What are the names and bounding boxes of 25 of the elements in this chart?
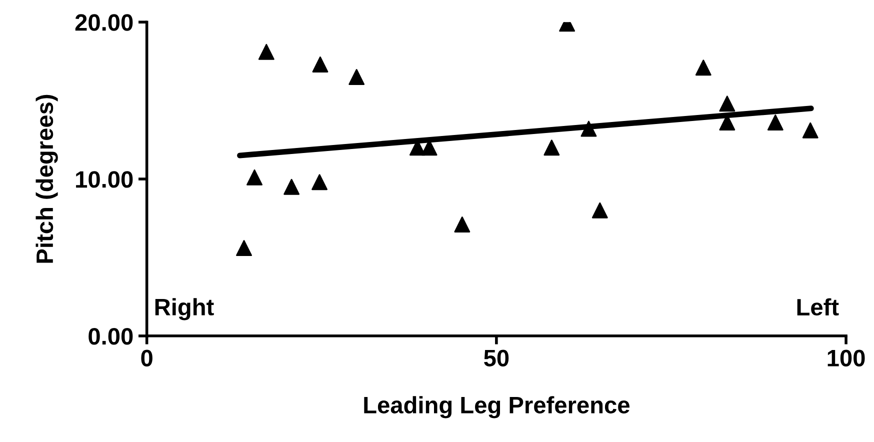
point — [258, 44, 274, 60]
annotation: Right — [155, 298, 214, 320]
y-tick-label: 0.00 — [88, 328, 133, 345]
point — [312, 174, 328, 190]
y-tick-label: 10.00 — [76, 171, 133, 188]
point — [348, 69, 365, 85]
x-tick-label: 100 — [828, 350, 865, 366]
point — [802, 122, 818, 138]
point — [312, 56, 328, 72]
point — [246, 169, 262, 186]
x-axis-title: Leading Leg Preference — [364, 396, 630, 418]
x-tick-label: 0 — [141, 350, 152, 366]
point — [284, 178, 300, 195]
point — [454, 216, 470, 232]
y-axis-title: Pitch (degrees) — [36, 94, 58, 263]
x-tick-label: 50 — [484, 350, 509, 366]
y-tick-label: 20.00 — [75, 14, 133, 31]
point — [592, 202, 608, 218]
point — [580, 120, 597, 137]
point — [767, 114, 784, 130]
point — [236, 240, 252, 256]
point — [695, 60, 712, 76]
point — [544, 140, 560, 156]
point — [719, 96, 736, 112]
annotation: Left — [797, 298, 839, 316]
